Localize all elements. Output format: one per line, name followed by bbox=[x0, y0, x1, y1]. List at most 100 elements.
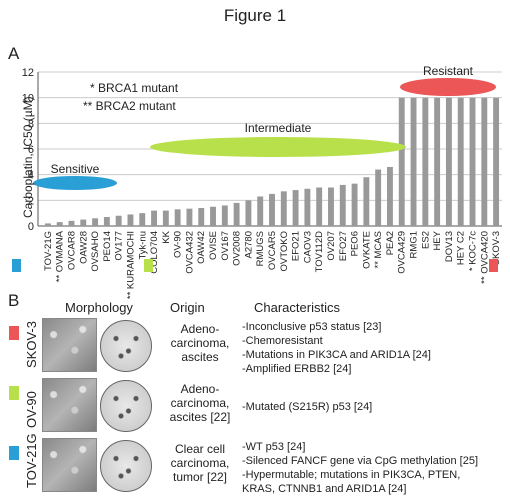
characteristic-line: -Inconclusive p53 status [23] bbox=[242, 321, 382, 333]
characteristic-line: -Amplified ERBB2 [24] bbox=[242, 363, 352, 375]
characteristic-line: -Mutations in PIK3CA and ARID1A [24] bbox=[242, 349, 431, 361]
x-tick-label: RMG1 bbox=[409, 231, 420, 258]
characteristics-list: -WT p53 [24] -Silenced FANCF gene via CpG… bbox=[242, 440, 478, 496]
bar bbox=[233, 202, 240, 226]
bar bbox=[56, 222, 63, 226]
x-tick-label: OVKATE bbox=[361, 231, 372, 269]
x-tick-label: EFO27 bbox=[338, 231, 349, 261]
bar bbox=[103, 217, 110, 226]
origin-line: ascites [22] bbox=[169, 410, 231, 424]
origin-line: carcinoma, bbox=[170, 336, 230, 350]
header-morphology: Morphology bbox=[65, 300, 133, 315]
x-tick-label: DOV13 bbox=[444, 231, 455, 262]
y-tick-label: 10 bbox=[22, 93, 34, 105]
x-tick-label: PEA2 bbox=[385, 231, 396, 255]
y-tick-label: 4 bbox=[28, 170, 34, 182]
bar bbox=[198, 208, 205, 226]
bar bbox=[221, 205, 228, 226]
characteristic-line: KRAS, CTNNB1 and ARID1A [24] bbox=[242, 483, 407, 495]
x-tick-label: OV207 bbox=[326, 231, 337, 261]
origin-text: Adeno-carcinoma, ascites bbox=[160, 322, 240, 364]
bar bbox=[363, 177, 370, 226]
x-tick-label: RMUGS bbox=[255, 231, 266, 266]
legend-brca2: ** BRCA2 mutant bbox=[83, 99, 176, 113]
bar bbox=[162, 210, 169, 226]
x-tick-label: ES2 bbox=[420, 231, 431, 249]
origin-line: tumor [22] bbox=[172, 470, 228, 484]
cell-line-name: TOV-21G bbox=[24, 433, 39, 488]
bar bbox=[68, 220, 75, 226]
intermediate-ellipse bbox=[150, 137, 406, 157]
y-axis-label: Carboplatin, IC50 (µM) bbox=[21, 96, 35, 218]
x-tick-label: KK bbox=[161, 230, 172, 243]
colony-dish-image bbox=[100, 380, 152, 432]
bar bbox=[434, 97, 441, 226]
x-tick-label: OAW42 bbox=[196, 231, 207, 264]
bar bbox=[387, 166, 393, 226]
bar bbox=[139, 213, 146, 226]
bar bbox=[269, 193, 275, 226]
x-tick-label: OVSAHO bbox=[90, 231, 101, 272]
group-ellipses: Sensitive Intermediate Resistant bbox=[33, 64, 496, 190]
ic50-bar-chart: 0 2 4 6 8 10 12 Sensitive Intermediate Resistant… bbox=[22, 64, 502, 299]
header-origin: Origin bbox=[170, 300, 205, 315]
y-tick-label: 6 bbox=[28, 144, 34, 156]
x-tick-label: TOV-21G bbox=[43, 231, 54, 271]
x-tick-label: Tyk-nu bbox=[137, 231, 148, 260]
characteristic-line: -Chemoresistant bbox=[242, 335, 323, 347]
characteristics-list: -Mutated (S215R) p53 [24] bbox=[242, 400, 372, 414]
characteristic-line: -WT p53 [24] bbox=[242, 441, 306, 453]
x-tick-label: OVTOKO bbox=[279, 231, 290, 271]
bar bbox=[127, 214, 134, 226]
x-tick-label: OV177 bbox=[114, 231, 125, 261]
x-tick-label: OV-90 bbox=[173, 231, 184, 258]
panel-a-label: A bbox=[8, 44, 20, 63]
bar bbox=[375, 169, 382, 226]
y-tick-label: 2 bbox=[28, 195, 34, 207]
x-tick-label: HEY bbox=[432, 230, 443, 250]
bar bbox=[328, 187, 334, 226]
x-tick-labels: TOV-21G ** OVMANA OVCAR8 OAW28 OVSAHO PEO14 OV… bbox=[43, 230, 502, 299]
x-tick-label: COLO704 bbox=[149, 231, 160, 274]
chart-bars bbox=[44, 97, 500, 226]
bar bbox=[304, 188, 311, 226]
bar bbox=[457, 97, 464, 226]
bar bbox=[398, 97, 405, 226]
characteristic-line: -Silenced FANCF gene via CpG methylation… bbox=[242, 455, 479, 467]
origin-line: Clear cell bbox=[174, 442, 225, 456]
morphology-micrograph bbox=[42, 318, 97, 372]
x-tick-label: OVCAR8 bbox=[66, 231, 77, 270]
origin-line: ascites bbox=[181, 350, 219, 364]
x-tick-label: A2780 bbox=[243, 231, 254, 258]
resistant-ellipse bbox=[400, 78, 496, 96]
sensitive-label: Sensitive bbox=[51, 162, 100, 176]
origin-line: Adeno- bbox=[180, 382, 220, 396]
origin-text: Clear cell carcinoma, tumor [22] bbox=[160, 442, 240, 484]
x-tick-label: OAW28 bbox=[78, 231, 89, 264]
bar bbox=[493, 97, 500, 226]
x-tick-label: OV2008 bbox=[232, 231, 243, 266]
resistant-swatch bbox=[489, 259, 498, 272]
bar bbox=[292, 190, 299, 226]
bar bbox=[445, 97, 452, 226]
legend-brca1: * BRCA1 mutant bbox=[90, 81, 179, 95]
header-characteristics: Characteristics bbox=[254, 300, 340, 315]
bar bbox=[422, 97, 429, 226]
x-tick-label: ** KURAMOCHI bbox=[125, 231, 136, 299]
row-color-swatch bbox=[9, 326, 19, 340]
x-tick-label: OV167 bbox=[220, 231, 231, 261]
bar bbox=[410, 97, 417, 226]
x-tick-label: TOV112D bbox=[314, 231, 325, 273]
row-color-swatch bbox=[9, 446, 19, 460]
x-tick-label: * KOC-7c bbox=[468, 231, 479, 271]
x-tick-label: EFO21 bbox=[291, 231, 302, 261]
x-tick-label: OVISE bbox=[208, 231, 219, 260]
morphology-micrograph bbox=[42, 378, 97, 432]
row-color-swatch bbox=[9, 386, 19, 400]
y-tick-label: 8 bbox=[28, 118, 34, 130]
bar bbox=[92, 218, 99, 226]
bar bbox=[174, 209, 181, 226]
characteristics-list: -Inconclusive p53 status [23] -Chemoresis… bbox=[242, 320, 431, 376]
colony-dish-image bbox=[100, 320, 152, 372]
bar bbox=[151, 210, 157, 226]
